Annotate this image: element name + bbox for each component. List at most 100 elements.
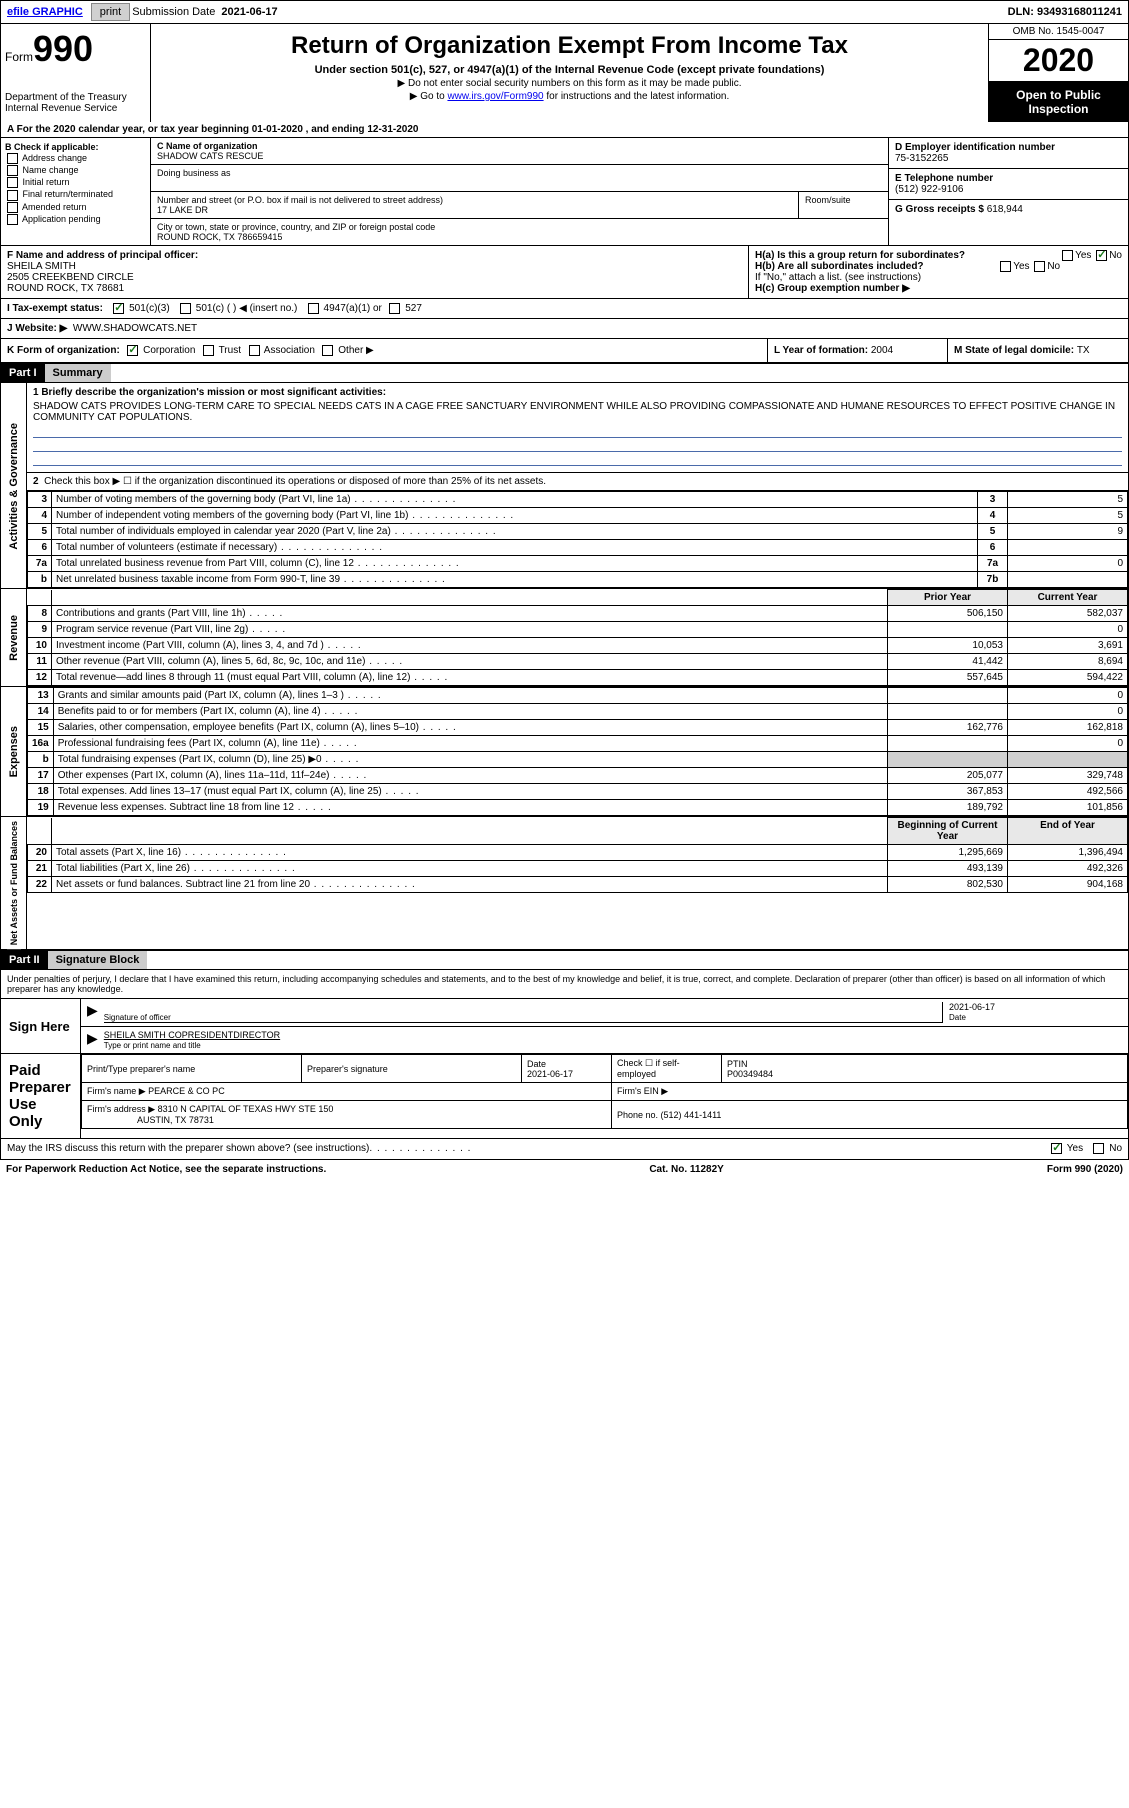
sig-date: 2021-06-17 xyxy=(949,1002,995,1012)
opt-501c: 501(c) ( ) ◀ (insert no.) xyxy=(196,303,298,314)
firm-city: AUSTIN, TX 78731 xyxy=(137,1115,214,1125)
section-fh: F Name and address of principal officer:… xyxy=(0,246,1129,299)
check-application-pending: Application pending xyxy=(22,214,101,224)
state-domicile: TX xyxy=(1077,345,1090,356)
box-c: C Name of organization SHADOW CATS RESCU… xyxy=(151,138,888,245)
form990-link[interactable]: www.irs.gov/Form990 xyxy=(447,91,543,102)
opt-other: Other ▶ xyxy=(338,345,373,356)
rev-side-label: Revenue xyxy=(6,611,22,665)
check-initial-return: Initial return xyxy=(23,177,70,187)
part2-num: Part II xyxy=(1,951,48,969)
opt-501c3: 501(c)(3) xyxy=(129,303,170,314)
header-center: Return of Organization Exempt From Incom… xyxy=(151,24,988,122)
check-amended: Amended return xyxy=(22,202,87,212)
section-bcdeg: B Check if applicable: Address change Na… xyxy=(0,138,1129,246)
dept-label: Department of the Treasury xyxy=(5,92,146,103)
firm-addr-label: Firm's address ▶ xyxy=(87,1104,155,1114)
box-klm: K Form of organization: Corporation Trus… xyxy=(0,339,1129,364)
check-address-change: Address change xyxy=(22,153,87,163)
header-right: OMB No. 1545-0047 2020 Open to Public In… xyxy=(988,24,1128,122)
part2-header-row: Part IISignature Block xyxy=(0,951,1129,970)
form-footer: Form 990 (2020) xyxy=(1047,1164,1123,1175)
revenue-section: Revenue Prior YearCurrent Year8Contribut… xyxy=(0,589,1129,687)
city-value: ROUND ROCK, TX 786659415 xyxy=(157,232,882,242)
submission-date: 2021-06-17 xyxy=(215,6,283,18)
addr-value: 17 LAKE DR xyxy=(157,205,792,215)
dba-label: Doing business as xyxy=(157,168,882,178)
check-name-change: Name change xyxy=(23,165,79,175)
phone-label: E Telephone number xyxy=(895,173,1122,184)
ptin: P00349484 xyxy=(727,1069,773,1079)
na-side-label: Net Assets or Fund Balances xyxy=(7,817,21,949)
box-b: B Check if applicable: Address change Na… xyxy=(1,138,151,245)
note2-pre: ▶ Go to xyxy=(410,91,448,102)
part2-title: Signature Block xyxy=(48,951,148,969)
officer-name: SHEILA SMITH xyxy=(7,261,742,272)
omb-number: OMB No. 1545-0047 xyxy=(989,24,1128,40)
discuss-label: May the IRS discuss this return with the… xyxy=(7,1143,369,1154)
h-note: If "No," attach a list. (see instruction… xyxy=(755,272,1122,283)
form-header: Form990 Department of the Treasury Inter… xyxy=(0,24,1129,122)
box-i: I Tax-exempt status: 501(c)(3) 501(c) ( … xyxy=(0,299,1129,319)
opt-corp: Corporation xyxy=(143,345,195,356)
officer-label: F Name and address of principal officer: xyxy=(7,250,742,261)
year-formation-label: L Year of formation: xyxy=(774,345,871,356)
form-subtitle: Under section 501(c), 527, or 4947(a)(1)… xyxy=(155,64,984,76)
mission-label: 1 Briefly describe the organization's mi… xyxy=(33,387,1122,398)
hb-label: H(b) Are all subordinates included? xyxy=(755,261,924,272)
website-value: WWW.SHADOWCATS.NET xyxy=(73,323,197,334)
gov-table: 3Number of voting members of the governi… xyxy=(27,491,1128,588)
opt-4947: 4947(a)(1) or xyxy=(324,303,382,314)
addr-label: Number and street (or P.O. box if mail i… xyxy=(157,195,792,205)
org-name: SHADOW CATS RESCUE xyxy=(157,151,882,161)
form-org-label: K Form of organization: xyxy=(7,345,120,356)
box-j: J Website: ▶ WWW.SHADOWCATS.NET xyxy=(0,319,1129,339)
exp-table: 13Grants and similar amounts paid (Part … xyxy=(27,687,1128,816)
check-self-label: Check ☐ if self-employed xyxy=(617,1058,680,1079)
irs-label: Internal Revenue Service xyxy=(5,103,146,114)
netassets-section: Net Assets or Fund Balances Beginning of… xyxy=(0,817,1129,951)
org-name-label: C Name of organization xyxy=(157,141,882,151)
state-domicile-label: M State of legal domicile: xyxy=(954,345,1077,356)
gross-label: G Gross receipts $ xyxy=(895,204,987,215)
note-link: ▶ Go to www.irs.gov/Form990 for instruct… xyxy=(155,91,984,102)
box-deg: D Employer identification number 75-3152… xyxy=(888,138,1128,245)
box-h: H(a) Is this a group return for subordin… xyxy=(748,246,1128,298)
hc-label: H(c) Group exemption number ▶ xyxy=(755,283,1122,294)
suite-label: Room/suite xyxy=(798,192,888,218)
box-f: F Name and address of principal officer:… xyxy=(1,246,748,298)
sign-here-label: Sign Here xyxy=(1,999,81,1053)
mission-block: 1 Briefly describe the organization's mi… xyxy=(27,383,1128,473)
sig-date-label: Date xyxy=(949,1013,966,1022)
firm-name-label: Firm's name ▶ xyxy=(87,1086,146,1096)
part1-header-row: Part ISummary xyxy=(0,364,1129,383)
ptin-label: PTIN xyxy=(727,1059,748,1069)
na-table: Beginning of Current YearEnd of Year20To… xyxy=(27,817,1128,893)
gross-value: 618,944 xyxy=(987,204,1023,215)
city-label: City or town, state or province, country… xyxy=(157,222,882,232)
rev-table: Prior YearCurrent Year8Contributions and… xyxy=(27,589,1128,686)
prep-name-label: Print/Type preparer's name xyxy=(87,1064,195,1074)
prep-date-label: Date xyxy=(527,1059,546,1069)
top-bar: efile GRAPHIC print Submission Date 2021… xyxy=(0,0,1129,24)
expenses-section: Expenses 13Grants and similar amounts pa… xyxy=(0,687,1129,817)
firm-phone-label: Phone no. xyxy=(617,1110,661,1120)
tax-status-label: I Tax-exempt status: xyxy=(7,303,103,314)
prep-sig-label: Preparer's signature xyxy=(307,1064,388,1074)
sig-intro: Under penalties of perjury, I declare th… xyxy=(0,970,1129,999)
preparer-table: Print/Type preparer's name Preparer's si… xyxy=(81,1054,1128,1129)
opt-527: 527 xyxy=(405,303,422,314)
header-left: Form990 Department of the Treasury Inter… xyxy=(1,24,151,122)
part1-title: Summary xyxy=(45,364,111,382)
firm-ein-label: Firm's EIN ▶ xyxy=(617,1086,668,1096)
note2-post: for instructions and the latest informat… xyxy=(544,91,730,102)
check-final-return: Final return/terminated xyxy=(23,189,114,199)
mission-text: SHADOW CATS PROVIDES LONG-TERM CARE TO S… xyxy=(33,401,1122,423)
print-button[interactable]: print xyxy=(91,3,130,21)
form-number: 990 xyxy=(33,28,93,69)
exp-side-label: Expenses xyxy=(6,722,22,781)
ha-label: H(a) Is this a group return for subordin… xyxy=(755,250,965,261)
form-title: Return of Organization Exempt From Incom… xyxy=(155,32,984,60)
ein-value: 75-3152265 xyxy=(895,153,1122,164)
efile-graphic-link[interactable]: efile GRAPHIC xyxy=(1,4,89,20)
